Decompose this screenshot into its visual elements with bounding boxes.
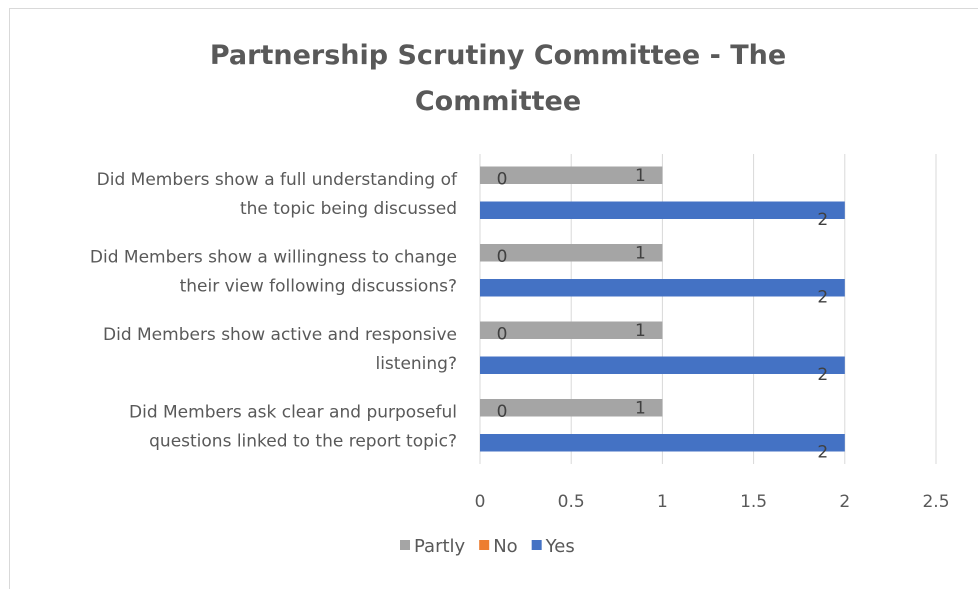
data-label-no: 0	[497, 169, 508, 189]
data-label-yes: 2	[817, 287, 828, 307]
x-tick-label: 2.5	[922, 492, 949, 512]
data-label-partly: 1	[635, 398, 646, 418]
category-label: Did Members ask clear and purposeful	[129, 402, 457, 422]
bar-yes	[480, 201, 845, 219]
category-label: Did Members show a full understanding of	[97, 170, 458, 190]
legend: Partly No Yes	[400, 536, 575, 557]
legend-label-yes: Yes	[545, 536, 575, 557]
bars	[480, 166, 845, 452]
bar-partly	[480, 166, 663, 184]
data-label-partly: 1	[635, 243, 646, 263]
data-label-no: 0	[497, 324, 508, 344]
bar-yes	[480, 434, 845, 452]
bar-yes	[480, 356, 845, 374]
legend-label-partly: Partly	[414, 536, 466, 557]
x-tick-label: 0	[475, 492, 486, 512]
bar-partly	[480, 399, 663, 417]
bar-yes	[480, 279, 845, 297]
bar-partly	[480, 321, 663, 339]
x-tick-label: 1	[657, 492, 668, 512]
x-tick-label: 2	[839, 492, 850, 512]
data-labels: 1 0 2 1 0 2 1 0 2 1 0 2	[497, 166, 829, 463]
category-label: the topic being discussed	[240, 199, 457, 219]
x-tick-label: 0.5	[558, 492, 585, 512]
category-label: listening?	[375, 354, 457, 374]
legend-label-no: No	[493, 536, 517, 557]
data-label-partly: 1	[635, 166, 646, 186]
data-label-no: 0	[497, 402, 508, 422]
legend-swatch-yes	[531, 540, 542, 550]
x-tick-label: 1.5	[740, 492, 767, 512]
chart-title: Partnership Scrutiny Committee - The Comm…	[210, 40, 786, 117]
bar-partly	[480, 244, 663, 262]
bar-chart: Partnership Scrutiny Committee - The Comm…	[90, 40, 950, 557]
chart-title-line: Committee	[415, 86, 581, 117]
gridlines	[479, 154, 937, 464]
x-axis-ticks: 0 0.5 1 1.5 2 2.5	[475, 492, 950, 512]
category-labels: Did Members show a full understanding of…	[90, 170, 458, 452]
data-label-yes: 2	[817, 365, 828, 385]
data-label-partly: 1	[635, 321, 646, 341]
category-label: questions linked to the report topic?	[149, 431, 457, 451]
chart-frame: Partnership Scrutiny Committee - The Comm…	[9, 8, 978, 589]
data-label-yes: 2	[817, 442, 828, 462]
category-label: their view following discussions?	[180, 276, 457, 296]
category-label: Did Members show a willingness to change	[90, 247, 457, 267]
data-label-yes: 2	[817, 210, 828, 230]
chart-title-line: Partnership Scrutiny Committee - The	[210, 40, 786, 71]
legend-swatch-partly	[400, 540, 410, 550]
data-label-no: 0	[497, 247, 508, 267]
category-label: Did Members show active and responsive	[103, 325, 457, 345]
legend-swatch-no	[479, 540, 490, 550]
